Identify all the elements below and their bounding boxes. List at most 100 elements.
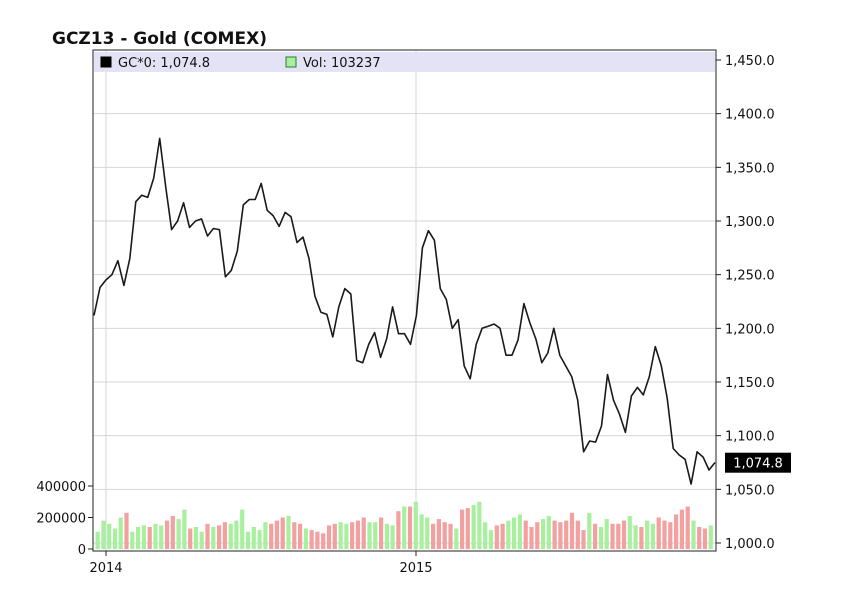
volume-bar (211, 527, 216, 549)
volume-bar (702, 528, 708, 549)
price-tick-label: 1,250.0 (725, 269, 775, 284)
volume-bar (454, 528, 459, 549)
volume-bar (569, 512, 575, 549)
volume-bar (500, 523, 505, 549)
volume-bar (558, 522, 563, 549)
volume-bar (350, 522, 355, 549)
chart-title: GCZ13 - Gold (COMEX) (52, 29, 267, 49)
volume-bar (124, 512, 129, 549)
volume-bar (708, 525, 713, 549)
volume-bar (153, 523, 158, 549)
volume-bar (639, 527, 644, 549)
volume-bar (616, 523, 621, 549)
volume-bar (488, 530, 494, 549)
volume-bar (384, 523, 389, 549)
volume-bar (656, 517, 661, 549)
volume-bar (240, 509, 245, 549)
volume-bar (373, 522, 378, 549)
volume-bar (234, 520, 239, 549)
time-tick-label: 2014 (89, 561, 122, 576)
volume-bar (101, 520, 106, 549)
time-tick-label: 2015 (399, 561, 432, 576)
volume-bar (436, 519, 441, 549)
volume-bar (222, 522, 227, 549)
volume-bar (529, 527, 534, 549)
volume-bar (309, 530, 314, 549)
volume-bar (685, 506, 690, 549)
volume-bar (506, 520, 511, 549)
volume-tick-label: 200000 (36, 512, 86, 527)
volume-bar (159, 525, 164, 549)
volume-bar (419, 514, 424, 549)
plot-background (93, 50, 716, 551)
volume-bar (523, 520, 528, 549)
volume-bars (95, 501, 713, 550)
volume-bar (425, 517, 430, 549)
volume-bar (587, 512, 592, 549)
volume-bar (170, 515, 175, 549)
legend-swatch-volume (285, 56, 297, 68)
price-tick-label: 1,000.0 (725, 537, 775, 552)
volume-bar (621, 520, 627, 549)
volume-bar (147, 527, 152, 549)
legend-price-label: GC*0: 1,074.8 (118, 56, 210, 71)
volume-bar (535, 522, 540, 549)
volume-bar (471, 504, 476, 549)
plot-frame (92, 49, 717, 552)
volume-bar (448, 523, 453, 549)
volume-bar (321, 533, 326, 550)
volume-axis: 400000 200000 0 (36, 480, 93, 558)
volume-bar (141, 525, 146, 549)
price-tick-label: 1,450.0 (725, 54, 775, 69)
price-series-line (93, 137, 716, 485)
volume-bar (442, 522, 447, 549)
volume-bar (338, 522, 343, 549)
volume-bar (610, 523, 615, 549)
volume-bar (627, 515, 632, 549)
volume-bar (367, 522, 372, 549)
price-tick-label: 1,400.0 (725, 108, 775, 123)
price-tick-label: 1,100.0 (725, 430, 775, 445)
last-price-box (725, 452, 791, 473)
volume-bar (361, 517, 366, 549)
volume-bar (269, 523, 274, 549)
time-axis: 2014 2015 (89, 551, 433, 576)
volume-bar (188, 528, 193, 549)
volume-bar (107, 523, 112, 549)
volume-bar (679, 509, 684, 549)
volume-bar (217, 525, 222, 549)
volume-bar (95, 531, 100, 549)
volume-bar (494, 525, 499, 549)
volume-bar (431, 523, 436, 549)
last-price-marker: 1,074.8 (725, 452, 791, 473)
volume-bar (604, 519, 609, 549)
volume-bar (407, 506, 413, 549)
volume-bar (176, 519, 181, 549)
volume-bar (130, 531, 135, 549)
volume-tick-label: 0 (78, 543, 86, 558)
volume-bar (344, 523, 349, 549)
volume-bar (193, 527, 198, 549)
volume-bar (564, 520, 569, 549)
volume-bar (674, 514, 679, 549)
volume-bar (477, 501, 482, 550)
legend-bar (94, 52, 715, 72)
volume-bar (581, 530, 586, 549)
volume-bar (332, 523, 337, 549)
last-price-label: 1,074.8 (733, 457, 783, 472)
volume-bar (199, 531, 204, 549)
volume-bar (298, 523, 303, 549)
volume-bar (379, 517, 384, 549)
volume-bar (355, 520, 360, 549)
volume-bar (552, 520, 557, 549)
volume-bar (645, 520, 650, 549)
volume-bar (396, 511, 401, 549)
volume-bar (668, 522, 673, 549)
volume-bar (483, 522, 488, 549)
price-tick-label: 1,300.0 (725, 215, 775, 230)
volume-bar (118, 517, 123, 549)
price-tick-label: 1,350.0 (725, 161, 775, 176)
volume-bar (390, 525, 395, 549)
volume-bar (326, 525, 332, 549)
